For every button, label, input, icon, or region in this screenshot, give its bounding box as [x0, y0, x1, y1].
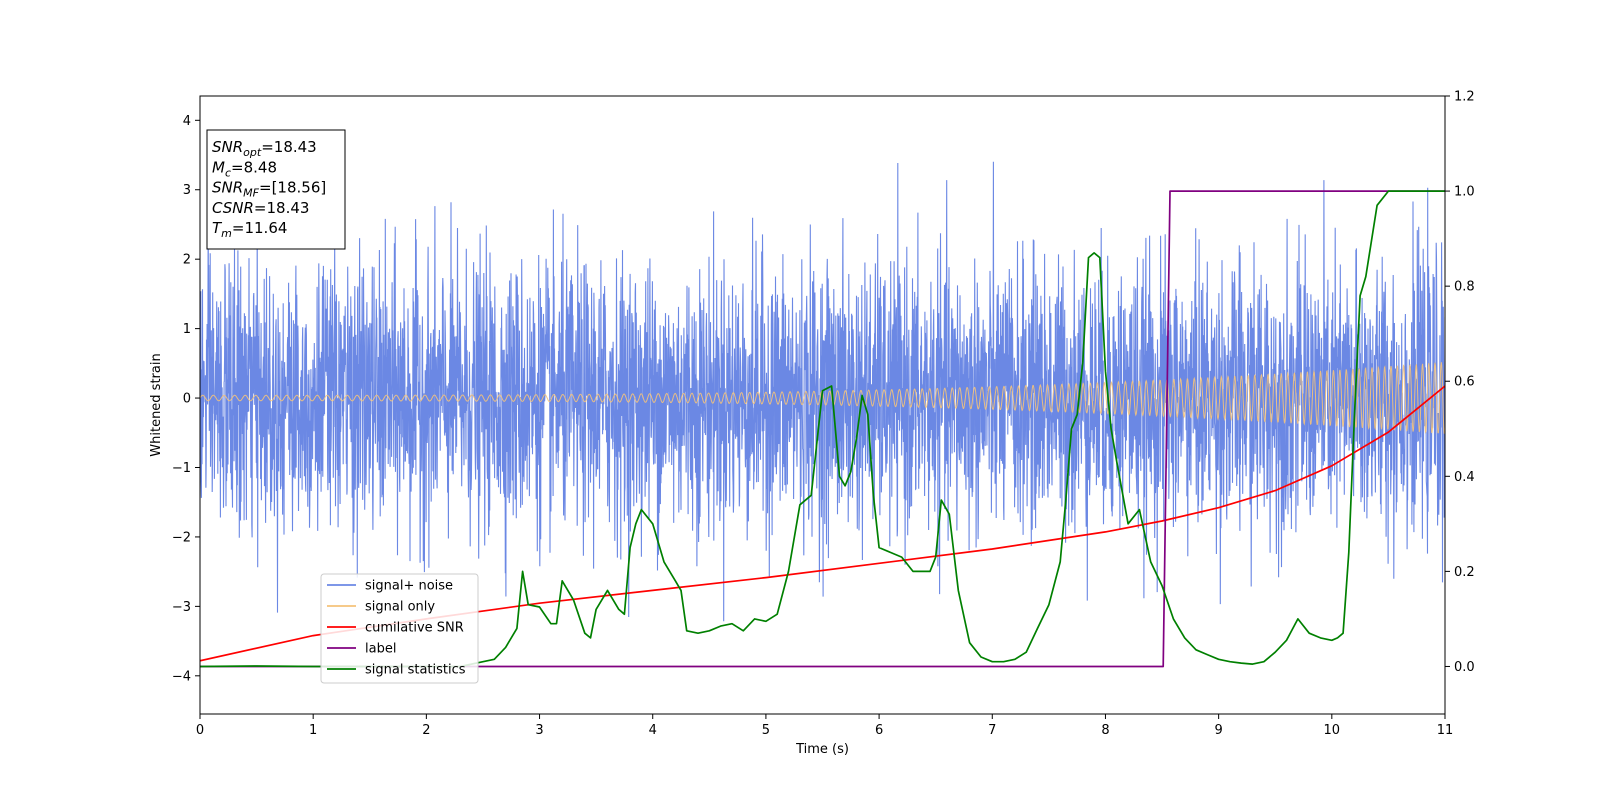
y-axis-left: −4 −3 −2 −1 0 1 2 3 4 — [172, 114, 200, 684]
legend: signal+ noise signal only cumilative SNR la… — [320, 573, 479, 684]
legend-frame — [320, 573, 479, 684]
x-tick-label: 6 — [875, 723, 883, 738]
y-tick-label: −1 — [172, 461, 191, 476]
y-tick-label: −2 — [172, 530, 191, 545]
y-tick-label: 4 — [183, 114, 191, 129]
info-line: SNRopt=18.43 — [212, 138, 317, 159]
x-tick-label: 8 — [1101, 723, 1109, 738]
y-tick-label: −4 — [172, 669, 191, 684]
info-box-frame — [206, 129, 346, 250]
y-tick-label: 1 — [183, 322, 191, 337]
y-axis-label: Whitened strain — [149, 353, 164, 456]
legend-label: signal+ noise — [365, 579, 453, 594]
x-axis: 0 1 2 3 4 5 6 7 8 9 10 11 — [196, 714, 1453, 738]
x-tick-label: 2 — [422, 723, 430, 738]
x-tick-label: 7 — [988, 723, 996, 738]
x-tick-label: 5 — [762, 723, 770, 738]
x-tick-label: 3 — [535, 723, 543, 738]
info-line: CSNR=18.43 — [212, 199, 309, 217]
legend-label: cumilative SNR — [365, 621, 464, 636]
y2-tick-label: 0.4 — [1454, 470, 1475, 485]
y2-tick-label: 0.8 — [1454, 280, 1475, 295]
series-signal-plus-noise-line — [200, 161, 1445, 622]
y2-tick-label: 0.6 — [1454, 375, 1475, 390]
x-tick-label: 1 — [309, 723, 317, 738]
x-axis-label: Time (s) — [795, 742, 849, 757]
legend-label: label — [365, 642, 396, 657]
x-tick-label: 10 — [1324, 723, 1341, 738]
info-box: SNRopt=18.43Mc=8.48SNRMF=[18.56]CSNR=18.… — [206, 129, 346, 250]
y2-tick-label: 0.0 — [1454, 660, 1475, 675]
series-signal-statistics-line — [200, 190, 1445, 668]
y-axis-right: 0.0 0.2 0.4 0.6 0.8 1.0 1.2 — [1445, 90, 1475, 675]
y2-tick-label: 0.2 — [1454, 565, 1475, 580]
info-line: Mc=8.48 — [212, 158, 277, 179]
x-tick-label: 4 — [649, 723, 657, 738]
y-tick-label: 0 — [183, 392, 191, 407]
info-line: SNRMF=[18.56] — [212, 179, 326, 200]
y-tick-label: 3 — [183, 183, 191, 198]
y-tick-label: 2 — [183, 253, 191, 268]
x-tick-label: 11 — [1437, 723, 1454, 738]
info-line: Tm=11.64 — [212, 219, 287, 240]
y2-tick-label: 1.0 — [1454, 185, 1475, 200]
x-tick-label: 0 — [196, 723, 204, 738]
y2-tick-label: 1.2 — [1454, 90, 1475, 105]
x-tick-label: 9 — [1214, 723, 1222, 738]
series-label-line — [200, 190, 1445, 668]
plot-frame — [199, 95, 1446, 715]
legend-label: signal only — [365, 600, 435, 615]
legend-label: signal statistics — [365, 663, 466, 678]
y-tick-label: −3 — [172, 600, 191, 615]
